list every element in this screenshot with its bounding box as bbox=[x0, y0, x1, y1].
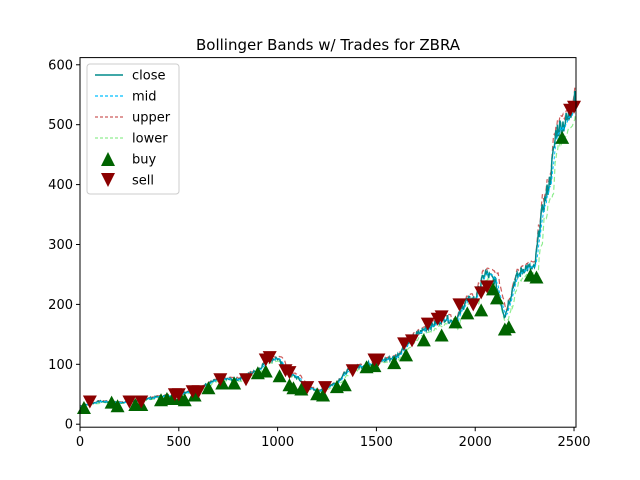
sell-marker bbox=[171, 388, 186, 402]
y-axis: 0 100 200 300 400 500 600 bbox=[48, 58, 80, 433]
sell-marker bbox=[300, 381, 315, 395]
sell-marker bbox=[420, 317, 435, 331]
legend-swatch-buy bbox=[101, 152, 115, 166]
buy-marker bbox=[110, 399, 125, 413]
buy-marker bbox=[555, 130, 570, 144]
x-tick-label: 500 bbox=[166, 435, 191, 450]
legend-swatch-sell bbox=[101, 173, 115, 187]
legend-label-mid: mid bbox=[132, 90, 157, 105]
buy-marker bbox=[387, 356, 402, 370]
legend-label-close: close bbox=[132, 69, 165, 84]
legend-label-buy: buy bbox=[132, 153, 156, 168]
buy-marker bbox=[337, 378, 352, 392]
legend-label-lower: lower bbox=[132, 132, 168, 147]
sell-marker bbox=[282, 366, 297, 380]
buy-marker bbox=[227, 376, 242, 390]
buy-marker bbox=[416, 333, 431, 347]
y-tick-label: 600 bbox=[48, 58, 73, 73]
y-tick-label: 400 bbox=[48, 178, 73, 193]
buy-marker bbox=[201, 381, 216, 395]
x-tick-label: 2500 bbox=[557, 435, 590, 450]
y-tick-label: 500 bbox=[48, 118, 73, 133]
y-tick-label: 300 bbox=[48, 238, 73, 253]
sell-marker bbox=[466, 298, 481, 312]
sell-marker bbox=[318, 381, 333, 395]
sell-marker bbox=[134, 395, 149, 409]
trades-layer bbox=[76, 100, 582, 415]
buy-marker bbox=[215, 376, 230, 390]
sell-marker bbox=[345, 364, 360, 378]
sell-marker bbox=[404, 334, 419, 348]
axes-frame bbox=[79, 57, 577, 428]
sell-marker bbox=[122, 395, 137, 409]
buy-marker bbox=[316, 388, 331, 402]
x-tick-label: 1500 bbox=[360, 435, 393, 450]
sell-marker bbox=[191, 385, 206, 399]
y-tick-label: 0 bbox=[65, 418, 73, 433]
buy-marker bbox=[187, 388, 202, 402]
sell-marker bbox=[567, 100, 582, 114]
buy-marker bbox=[474, 303, 489, 317]
plot-area bbox=[76, 85, 582, 415]
chart-title: Bollinger Bands w/ Trades for ZBRA bbox=[196, 36, 461, 54]
buy-marker bbox=[489, 291, 504, 305]
sell-marker bbox=[480, 280, 495, 294]
legend: close mid upper lower buy sell bbox=[86, 63, 180, 195]
buy-marker bbox=[294, 382, 309, 396]
series-upper-line bbox=[80, 85, 576, 407]
buy-marker bbox=[460, 306, 475, 320]
buy-marker bbox=[272, 369, 287, 383]
sell-marker bbox=[262, 351, 277, 365]
legend-label-upper: upper bbox=[132, 111, 171, 126]
buy-marker bbox=[486, 282, 501, 296]
sell-marker bbox=[397, 337, 412, 351]
x-tick-label: 2000 bbox=[459, 435, 492, 450]
legend-label-sell: sell bbox=[132, 174, 154, 189]
buy-marker bbox=[258, 364, 273, 378]
buy-marker bbox=[177, 393, 192, 407]
sell-marker bbox=[452, 298, 467, 312]
y-tick-label: 200 bbox=[48, 298, 73, 313]
x-axis: 0 500 1000 1500 2000 2500 bbox=[76, 427, 591, 450]
x-tick-label: 1000 bbox=[261, 435, 294, 450]
y-tick-label: 100 bbox=[48, 358, 73, 373]
sell-marker bbox=[213, 373, 228, 387]
sell-marker bbox=[238, 373, 253, 387]
buy-marker bbox=[399, 348, 414, 362]
buy-marker bbox=[529, 270, 544, 284]
buy-marker bbox=[448, 315, 463, 329]
buy-marker bbox=[501, 320, 516, 334]
sell-marker bbox=[371, 353, 386, 367]
x-tick-label: 0 bbox=[76, 435, 84, 450]
buy-marker bbox=[434, 328, 449, 342]
sell-marker bbox=[474, 286, 489, 300]
sell-marker bbox=[434, 310, 449, 324]
sell-marker bbox=[82, 395, 97, 409]
